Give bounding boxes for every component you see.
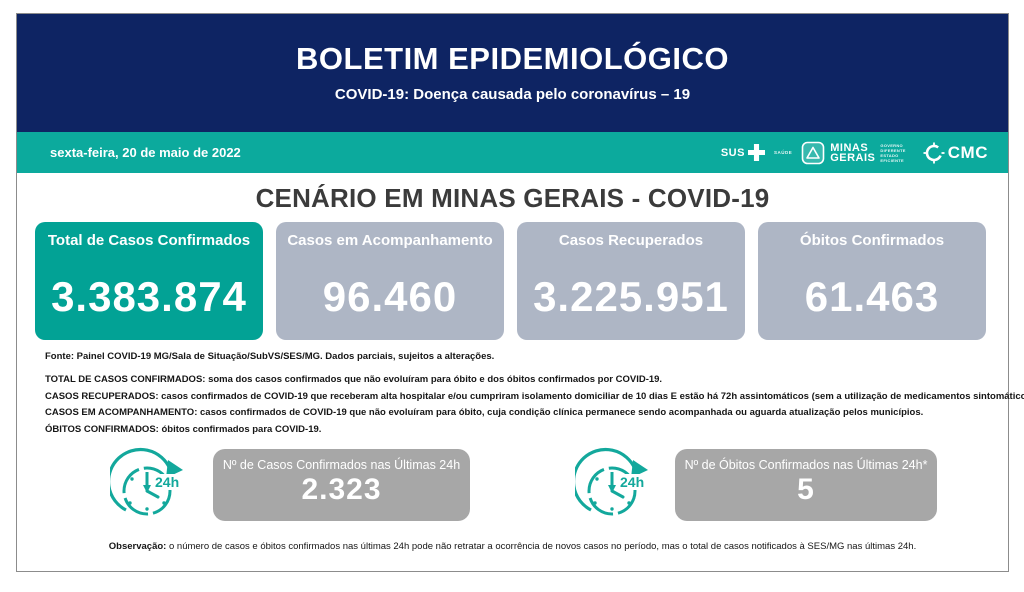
card-casos-24h: Nº de Casos Confirmados nas Últimas 24h … [213,449,470,521]
definitions-block: TOTAL DE CASOS CONFIRMADOS: soma dos cas… [45,374,1024,441]
mg-slogan: GOVERNO DIFERENTE ESTADO EFICIENTE [880,142,906,163]
definition-term: CASOS EM ACOMPANHAMENTO: [45,407,198,418]
definition-term: TOTAL DE CASOS CONFIRMADOS: [45,374,206,385]
card-24h-value: 5 [797,473,815,506]
bulletin-subtitle: COVID-19: Doença causada pelo coronavíru… [334,86,691,103]
card-obitos-24h: Nº de Óbitos Confirmados nas Últimas 24h… [675,449,937,521]
observation-text: o número de casos e óbitos confirmados n… [166,541,917,552]
sus-cross-icon [747,144,765,161]
card-24h-label: Nº de Óbitos Confirmados nas Últimas 24h… [684,458,928,472]
definition-line: CASOS RECUPERADOS: casos confirmados de … [45,390,1024,403]
stat-card-value: 3.383.874 [51,273,247,320]
definition-text: óbitos confirmados para COVID-19. [158,423,322,435]
stat-card-obitos: Óbitos Confirmados 61.463 [758,222,986,340]
stat-card-recuperados: Casos Recuperados 3.225.951 [517,222,745,340]
mg-triangle-icon [801,141,825,164]
logo-strip: SUS SAÚDE MINAS GERAIS GOVERNO DIFERENTE… [721,141,988,165]
stat-card-label: Casos em Acompanhamento [287,232,493,249]
minas-gerais-logo: MINAS GERAIS GOVERNO DIFERENTE ESTADO EF… [801,141,906,165]
mg-wordmark-line2: GERAIS [830,151,876,164]
cmc-label: CMC [947,142,988,162]
cmc-logo: CMC [923,142,988,164]
stat-card-value: 61.463 [804,273,940,320]
date-text: sexta-feira, 20 de maio de 2022 [50,145,241,160]
stat-card-total-confirmados: Total de Casos Confirmados 3.383.874 [35,222,263,340]
stat-card-label: Total de Casos Confirmados [47,232,251,249]
stat-card-value: 96.460 [322,273,458,320]
bulletin-frame: BOLETIM EPIDEMIOLÓGICO COVID-19: Doença … [16,13,1024,572]
header: BOLETIM EPIDEMIOLÓGICO COVID-19: Doença … [17,14,1008,132]
sus-logo: SUS [721,144,765,161]
stat-card-label: Casos Recuperados [558,232,704,249]
definition-term: CASOS RECUPERADOS: [45,390,159,402]
clock-24h-icon: 24h [575,447,648,516]
source-note: Fonte: Painel COVID-19 MG/Sala de Situaç… [45,351,495,362]
bulletin-title: BOLETIM EPIDEMIOLÓGICO [296,41,729,76]
mg-wordmark: MINAS GERAIS [830,141,876,164]
definition-line: ÓBITOS CONFIRMADOS: óbitos confirmados p… [45,423,1002,436]
saude-label: SAÚDE [773,150,793,155]
definition-text: casos confirmados de COVID-19 que não ev… [197,407,924,418]
observation-note: Observação: o número de casos e óbitos c… [17,541,1008,552]
observation-label: Observação: [108,541,167,552]
stat-card-em-acompanhamento: Casos em Acompanhamento 96.460 [276,222,504,340]
section-title: CENÁRIO EM MINAS GERAIS - COVID-19 [255,183,770,213]
definition-text: casos confirmados de COVID-19 que recebe… [161,390,1024,402]
definition-text: soma dos casos confirmados que não evolu… [205,374,663,385]
definition-line: TOTAL DE CASOS CONFIRMADOS: soma dos cas… [45,374,1002,386]
definition-term: ÓBITOS CONFIRMADOS: [45,423,159,435]
mg-wordmark-line1: MINAS [830,141,869,154]
sus-label: SUS [720,146,745,159]
stat-card-label: Óbitos Confirmados [799,232,945,249]
date-bar: sexta-feira, 20 de maio de 2022 SUS SAÚD… [17,132,1008,173]
definition-line: CASOS EM ACOMPANHAMENTO: casos confirmad… [45,407,1002,419]
svg-text:24h: 24h [155,474,179,490]
svg-text:24h: 24h [620,474,644,490]
stat-card-value: 3.225.951 [533,273,729,320]
cmc-icon [923,142,945,163]
card-24h-value: 2.323 [301,473,382,506]
clock-24h-icon: 24h [110,447,183,516]
card-24h-label: Nº de Casos Confirmados nas Últimas 24h [222,458,461,472]
main-content: CENÁRIO EM MINAS GERAIS - COVID-19 Total… [17,173,1024,569]
